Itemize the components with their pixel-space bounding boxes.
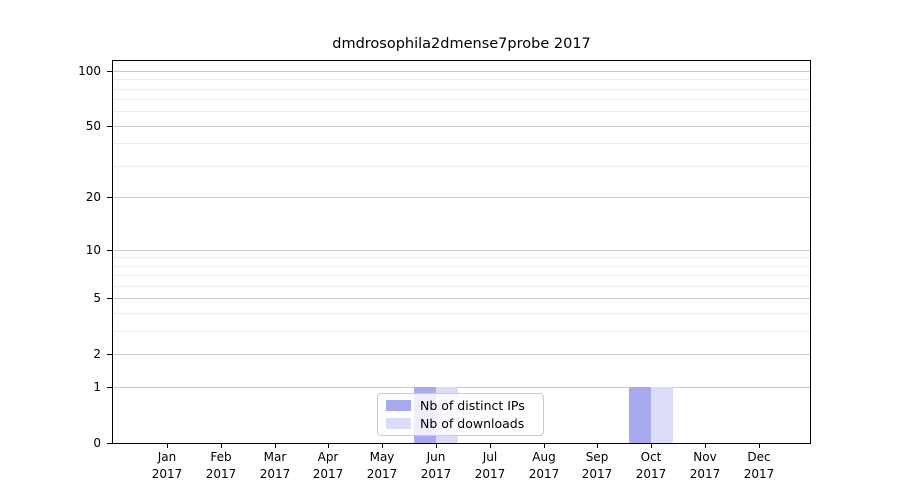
legend-swatch-downloads bbox=[386, 418, 411, 429]
x-tick-label: Jun 2017 bbox=[420, 450, 452, 481]
x-tick-mark bbox=[221, 443, 222, 448]
y-grid-major bbox=[113, 387, 810, 388]
x-tick-mark bbox=[705, 443, 706, 448]
x-tick-label: Jan 2017 bbox=[151, 450, 183, 481]
y-tick-mark bbox=[107, 71, 113, 72]
x-tick-label: Mar 2017 bbox=[259, 450, 291, 481]
y-tick-mark bbox=[107, 443, 113, 444]
legend-entry-downloads: Nb of downloads bbox=[386, 415, 535, 431]
y-tick-mark bbox=[107, 298, 113, 299]
legend-entry-distinct-ips: Nb of distinct IPs bbox=[386, 397, 535, 413]
y-tick-label: 10 bbox=[85, 243, 101, 257]
y-grid-major bbox=[113, 126, 810, 127]
y-grid-minor bbox=[113, 79, 810, 80]
y-grid-minor bbox=[113, 313, 810, 314]
legend-label-downloads: Nb of downloads bbox=[420, 415, 525, 431]
y-tick-mark bbox=[107, 197, 113, 198]
y-tick-label: 2 bbox=[93, 347, 101, 361]
bar-downloads bbox=[651, 387, 673, 443]
x-tick-mark bbox=[597, 443, 598, 448]
y-grid-minor bbox=[113, 286, 810, 287]
y-tick-mark bbox=[107, 387, 113, 388]
x-tick-label: Aug 2017 bbox=[528, 450, 560, 481]
y-grid-major bbox=[113, 71, 810, 72]
y-tick-label: 100 bbox=[78, 64, 101, 78]
x-tick-mark bbox=[544, 443, 545, 448]
y-grid-major bbox=[113, 298, 810, 299]
x-tick-label: Feb 2017 bbox=[205, 450, 237, 481]
y-grid-major bbox=[113, 250, 810, 251]
legend-label-distinct-ips: Nb of distinct IPs bbox=[420, 397, 525, 413]
x-tick-mark bbox=[382, 443, 383, 448]
x-tick-mark bbox=[275, 443, 276, 448]
x-tick-mark bbox=[167, 443, 168, 448]
y-grid-minor bbox=[113, 99, 810, 100]
y-grid-minor bbox=[113, 166, 810, 167]
x-tick-label: Apr 2017 bbox=[312, 450, 344, 481]
y-grid-minor bbox=[113, 257, 810, 258]
y-grid-minor bbox=[113, 143, 810, 144]
x-tick-label: Dec 2017 bbox=[743, 450, 775, 481]
legend: Nb of distinct IPs Nb of downloads bbox=[377, 393, 544, 436]
x-tick-label: Sep 2017 bbox=[581, 450, 613, 481]
x-tick-mark bbox=[436, 443, 437, 448]
x-tick-label: Nov 2017 bbox=[689, 450, 721, 481]
x-tick-label: Oct 2017 bbox=[635, 450, 667, 481]
y-grid-minor bbox=[113, 275, 810, 276]
y-tick-label: 5 bbox=[93, 291, 101, 305]
y-tick-mark bbox=[107, 250, 113, 251]
plot-area bbox=[112, 60, 811, 444]
x-tick-mark bbox=[328, 443, 329, 448]
y-grid-minor bbox=[113, 266, 810, 267]
x-tick-mark bbox=[490, 443, 491, 448]
x-tick-mark bbox=[651, 443, 652, 448]
chart-title: dmdrosophila2dmense7probe 2017 bbox=[332, 36, 591, 52]
y-tick-label: 0 bbox=[93, 436, 101, 450]
legend-swatch-distinct-ips bbox=[386, 400, 411, 411]
x-tick-mark bbox=[759, 443, 760, 448]
y-grid-minor bbox=[113, 89, 810, 90]
y-tick-label: 50 bbox=[85, 119, 101, 133]
y-tick-label: 20 bbox=[85, 190, 101, 204]
y-tick-mark bbox=[107, 126, 113, 127]
y-grid-minor bbox=[113, 331, 810, 332]
y-tick-mark bbox=[107, 354, 113, 355]
x-tick-label: May 2017 bbox=[366, 450, 398, 481]
y-grid-major bbox=[113, 197, 810, 198]
y-tick-label: 1 bbox=[93, 380, 101, 394]
y-grid-minor bbox=[113, 111, 810, 112]
y-grid-major bbox=[113, 354, 810, 355]
x-tick-label: Jul 2017 bbox=[474, 450, 506, 481]
bar-distinct-ips bbox=[629, 387, 651, 443]
